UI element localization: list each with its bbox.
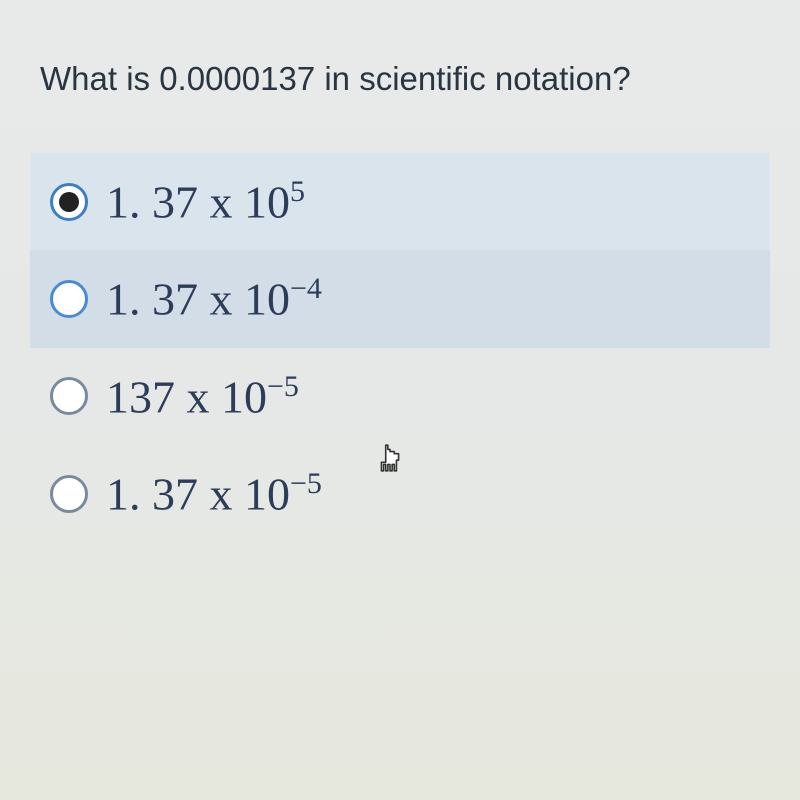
radio-d[interactable] [50, 475, 88, 513]
option-b-label: 1. 37 x 10−4 [106, 272, 322, 325]
coefficient: 1. 37 [106, 274, 198, 325]
option-c-label: 137 x 10−5 [106, 370, 299, 423]
exponent: −5 [267, 370, 299, 403]
times-symbol: x [198, 468, 244, 519]
coefficient: 1. 37 [106, 176, 198, 227]
coefficient: 1. 37 [106, 468, 198, 519]
option-a-label: 1. 37 x 105 [106, 175, 305, 228]
options-container: 1. 37 x 105 1. 37 x 10−4 137 x 10−5 1. 3… [30, 153, 770, 542]
exponent: −4 [290, 272, 322, 305]
base: 10 [244, 468, 290, 519]
radio-c[interactable] [50, 377, 88, 415]
option-c[interactable]: 137 x 10−5 [30, 348, 770, 445]
radio-a[interactable] [50, 183, 88, 221]
exponent: 5 [290, 175, 305, 208]
base: 10 [221, 371, 267, 422]
cursor-pointer-icon [377, 443, 403, 473]
option-b[interactable]: 1. 37 x 10−4 [30, 250, 770, 347]
option-a[interactable]: 1. 37 x 105 [30, 153, 770, 250]
base: 10 [244, 274, 290, 325]
question-text: What is 0.0000137 in scientific notation… [30, 60, 770, 98]
radio-b[interactable] [50, 280, 88, 318]
base: 10 [244, 176, 290, 227]
exponent: −5 [290, 467, 322, 500]
times-symbol: x [175, 371, 221, 422]
option-d-label: 1. 37 x 10−5 [106, 467, 322, 520]
radio-dot-icon [59, 192, 79, 212]
times-symbol: x [198, 274, 244, 325]
coefficient: 137 [106, 371, 175, 422]
times-symbol: x [198, 176, 244, 227]
